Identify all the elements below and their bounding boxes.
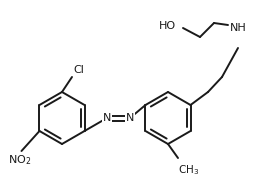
- Text: CH$_3$: CH$_3$: [178, 163, 199, 177]
- Text: NH: NH: [230, 23, 246, 33]
- Text: N: N: [103, 113, 111, 123]
- Text: HO: HO: [159, 21, 176, 31]
- Text: Cl: Cl: [73, 65, 84, 75]
- Text: N: N: [126, 113, 134, 123]
- Text: NO$_2$: NO$_2$: [8, 153, 31, 167]
